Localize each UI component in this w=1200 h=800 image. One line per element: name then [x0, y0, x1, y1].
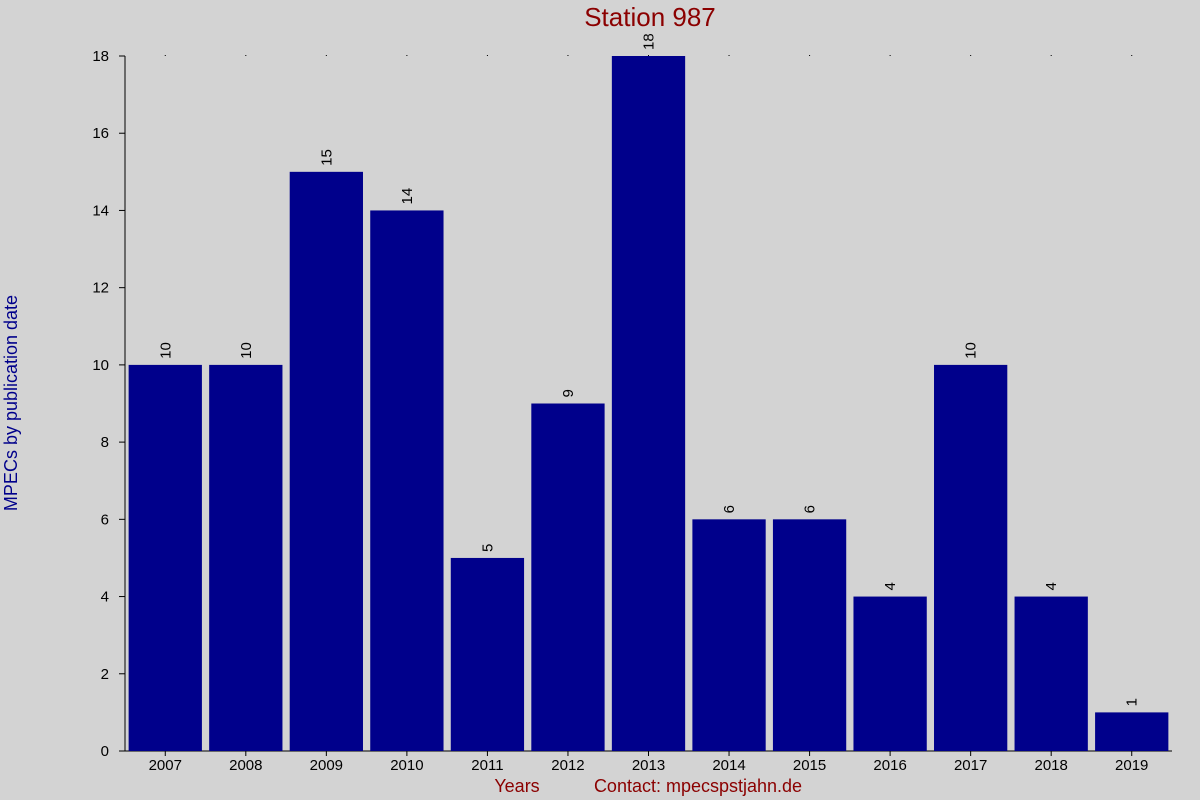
top-tick-dot	[245, 55, 247, 56]
bar-2010	[370, 210, 444, 751]
y-tick-label: 10	[92, 357, 109, 374]
y-ticks: 0 2 4 6 8 10 12 14 16 18	[92, 48, 125, 760]
top-tick-dots	[164, 55, 1133, 56]
data-label-2008: 10	[238, 342, 255, 359]
data-label-2015: 6	[802, 505, 819, 513]
data-label-2017: 10	[963, 342, 980, 359]
bar-2018	[1014, 596, 1088, 751]
x-tick-label-2010: 2010	[390, 757, 423, 774]
bar-2014	[692, 519, 766, 751]
bar-2008	[209, 364, 283, 751]
bar-2017	[934, 364, 1008, 751]
y-tick-label: 6	[101, 511, 109, 528]
data-label-2016: 4	[882, 582, 899, 590]
bar-2011	[450, 557, 525, 751]
data-label-2014: 6	[721, 505, 738, 513]
data-label-2010: 14	[399, 188, 416, 205]
top-tick-dot	[325, 55, 327, 56]
y-tick-label: 0	[101, 743, 109, 760]
top-tick-dot	[1050, 55, 1052, 56]
x-tick-label-2017: 2017	[954, 757, 987, 774]
data-label-2009: 15	[318, 149, 335, 166]
data-label-2011: 5	[479, 544, 496, 552]
top-tick-dot	[406, 55, 408, 56]
data-label-2019: 1	[1124, 698, 1141, 706]
bar-2015	[772, 519, 847, 751]
bar-2012	[531, 403, 605, 751]
x-tick-label-2014: 2014	[712, 757, 745, 774]
data-label-2012: 9	[560, 389, 577, 397]
top-tick-dot	[889, 55, 891, 56]
top-tick-dot	[648, 55, 649, 56]
bar-2007	[128, 364, 202, 751]
y-tick-label: 16	[92, 125, 109, 142]
x-tick-label-2009: 2009	[310, 757, 343, 774]
bars: 10 10 15 14 5 9 18 6 6 4 10 4 1	[128, 33, 1169, 752]
top-tick-dot	[1131, 55, 1133, 56]
top-tick-dot	[486, 55, 488, 56]
top-tick-dot	[970, 55, 972, 56]
bar-2013	[611, 56, 686, 751]
x-ticks: 2007 2008 2009 2010 2011 2012 2013 2014 2015 2016…	[149, 751, 1148, 774]
data-label-2007: 10	[157, 342, 174, 359]
top-tick-dot	[567, 55, 569, 56]
x-tick-label-2019: 2019	[1115, 757, 1148, 774]
y-tick-label: 14	[92, 202, 109, 219]
chart-title: Station 987	[584, 2, 716, 32]
x-tick-label-2007: 2007	[149, 757, 182, 774]
x-tick-label-2011: 2011	[471, 757, 503, 774]
y-tick-label: 4	[101, 589, 109, 606]
bar-2016	[853, 596, 927, 751]
y-tick-label: 18	[92, 48, 109, 65]
contact-label: Contact: mpecspstjahn.de	[594, 776, 802, 796]
data-label-2013: 18	[641, 33, 658, 50]
y-axis-label: MPECs by publication date	[1, 295, 21, 511]
bar-2019	[1095, 712, 1169, 751]
y-tick-label: 8	[101, 434, 109, 451]
x-tick-label-2015: 2015	[793, 757, 826, 774]
top-tick-dot	[809, 55, 811, 56]
x-tick-label-2016: 2016	[873, 757, 906, 774]
data-label-2018: 4	[1043, 582, 1060, 590]
x-tick-label-2008: 2008	[229, 757, 262, 774]
x-tick-label-2012: 2012	[551, 757, 584, 774]
x-tick-label-2013: 2013	[632, 757, 665, 774]
y-tick-label: 12	[92, 280, 109, 297]
top-tick-dot	[164, 55, 166, 56]
bar-2009	[289, 171, 363, 752]
x-axis-label: Years	[494, 776, 539, 796]
top-tick-dot	[728, 55, 730, 56]
x-tick-label-2018: 2018	[1035, 757, 1068, 774]
y-tick-label: 2	[101, 666, 109, 683]
